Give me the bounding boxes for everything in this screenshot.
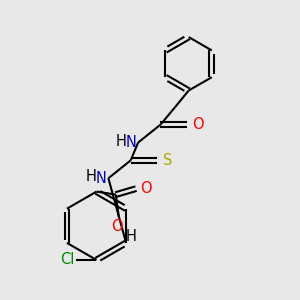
Text: O: O	[140, 181, 152, 196]
Text: N: N	[126, 135, 136, 150]
Text: Cl: Cl	[60, 253, 74, 268]
Text: O: O	[112, 219, 123, 234]
Text: N: N	[96, 171, 107, 186]
Text: O: O	[193, 117, 204, 132]
Text: S: S	[163, 153, 172, 168]
Text: H: H	[115, 134, 126, 148]
Text: H: H	[85, 169, 97, 184]
Text: H: H	[125, 229, 136, 244]
